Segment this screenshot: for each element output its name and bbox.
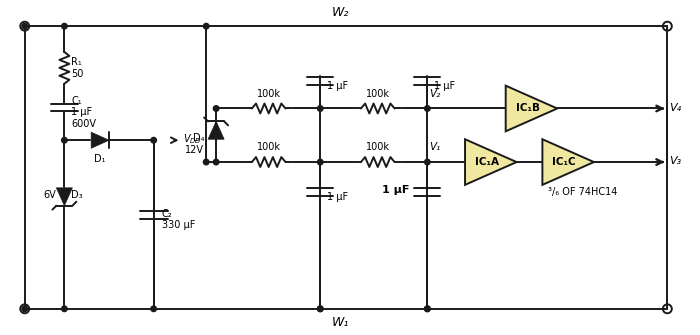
Text: ³/₆ OF 74HC14: ³/₆ OF 74HC14 bbox=[548, 187, 617, 197]
Text: C₁
1 μF
600V: C₁ 1 μF 600V bbox=[71, 96, 97, 129]
Circle shape bbox=[318, 106, 323, 111]
Circle shape bbox=[204, 159, 209, 165]
Circle shape bbox=[425, 306, 430, 312]
Circle shape bbox=[425, 306, 430, 312]
Text: V₃: V₃ bbox=[669, 156, 682, 166]
Text: 100k: 100k bbox=[257, 88, 281, 98]
Text: IC₁A: IC₁A bbox=[475, 157, 499, 167]
Text: D₁: D₁ bbox=[94, 154, 106, 164]
Text: V₂: V₂ bbox=[429, 88, 440, 98]
Circle shape bbox=[204, 23, 209, 29]
Polygon shape bbox=[91, 132, 109, 148]
Text: 6V: 6V bbox=[43, 190, 57, 200]
Text: V₄: V₄ bbox=[669, 103, 682, 113]
Text: 1 μF: 1 μF bbox=[382, 185, 410, 195]
Text: 1 μF: 1 μF bbox=[327, 192, 349, 202]
Circle shape bbox=[425, 159, 430, 165]
Circle shape bbox=[62, 137, 67, 143]
Polygon shape bbox=[57, 188, 72, 206]
Circle shape bbox=[22, 23, 27, 29]
Circle shape bbox=[214, 106, 219, 111]
Text: D₃: D₃ bbox=[71, 190, 83, 200]
Text: IC₁C: IC₁C bbox=[552, 157, 576, 167]
Polygon shape bbox=[208, 121, 224, 139]
Circle shape bbox=[62, 23, 67, 29]
Circle shape bbox=[425, 106, 430, 111]
Circle shape bbox=[151, 306, 156, 312]
Text: 1 μF: 1 μF bbox=[434, 81, 456, 91]
Polygon shape bbox=[542, 139, 594, 185]
Text: V₁: V₁ bbox=[429, 142, 440, 152]
Polygon shape bbox=[505, 86, 557, 131]
Circle shape bbox=[318, 306, 323, 312]
Text: C₂
330 μF: C₂ 330 μF bbox=[162, 209, 195, 230]
Circle shape bbox=[22, 306, 27, 312]
Circle shape bbox=[62, 306, 67, 312]
Text: IC₁B: IC₁B bbox=[515, 104, 540, 114]
Text: 100k: 100k bbox=[366, 88, 390, 98]
Text: R₁
50: R₁ 50 bbox=[71, 57, 84, 79]
Text: 1 μF: 1 μF bbox=[327, 81, 349, 91]
Text: $V_{DD}$: $V_{DD}$ bbox=[183, 132, 202, 146]
Polygon shape bbox=[465, 139, 517, 185]
Text: D₄
12V: D₄ 12V bbox=[186, 133, 204, 155]
Circle shape bbox=[214, 159, 219, 165]
Text: W₂: W₂ bbox=[331, 6, 349, 19]
Circle shape bbox=[318, 306, 323, 312]
Text: W₁: W₁ bbox=[331, 316, 349, 329]
Text: 100k: 100k bbox=[257, 142, 281, 152]
Circle shape bbox=[318, 159, 323, 165]
Circle shape bbox=[151, 137, 156, 143]
Text: 100k: 100k bbox=[366, 142, 390, 152]
